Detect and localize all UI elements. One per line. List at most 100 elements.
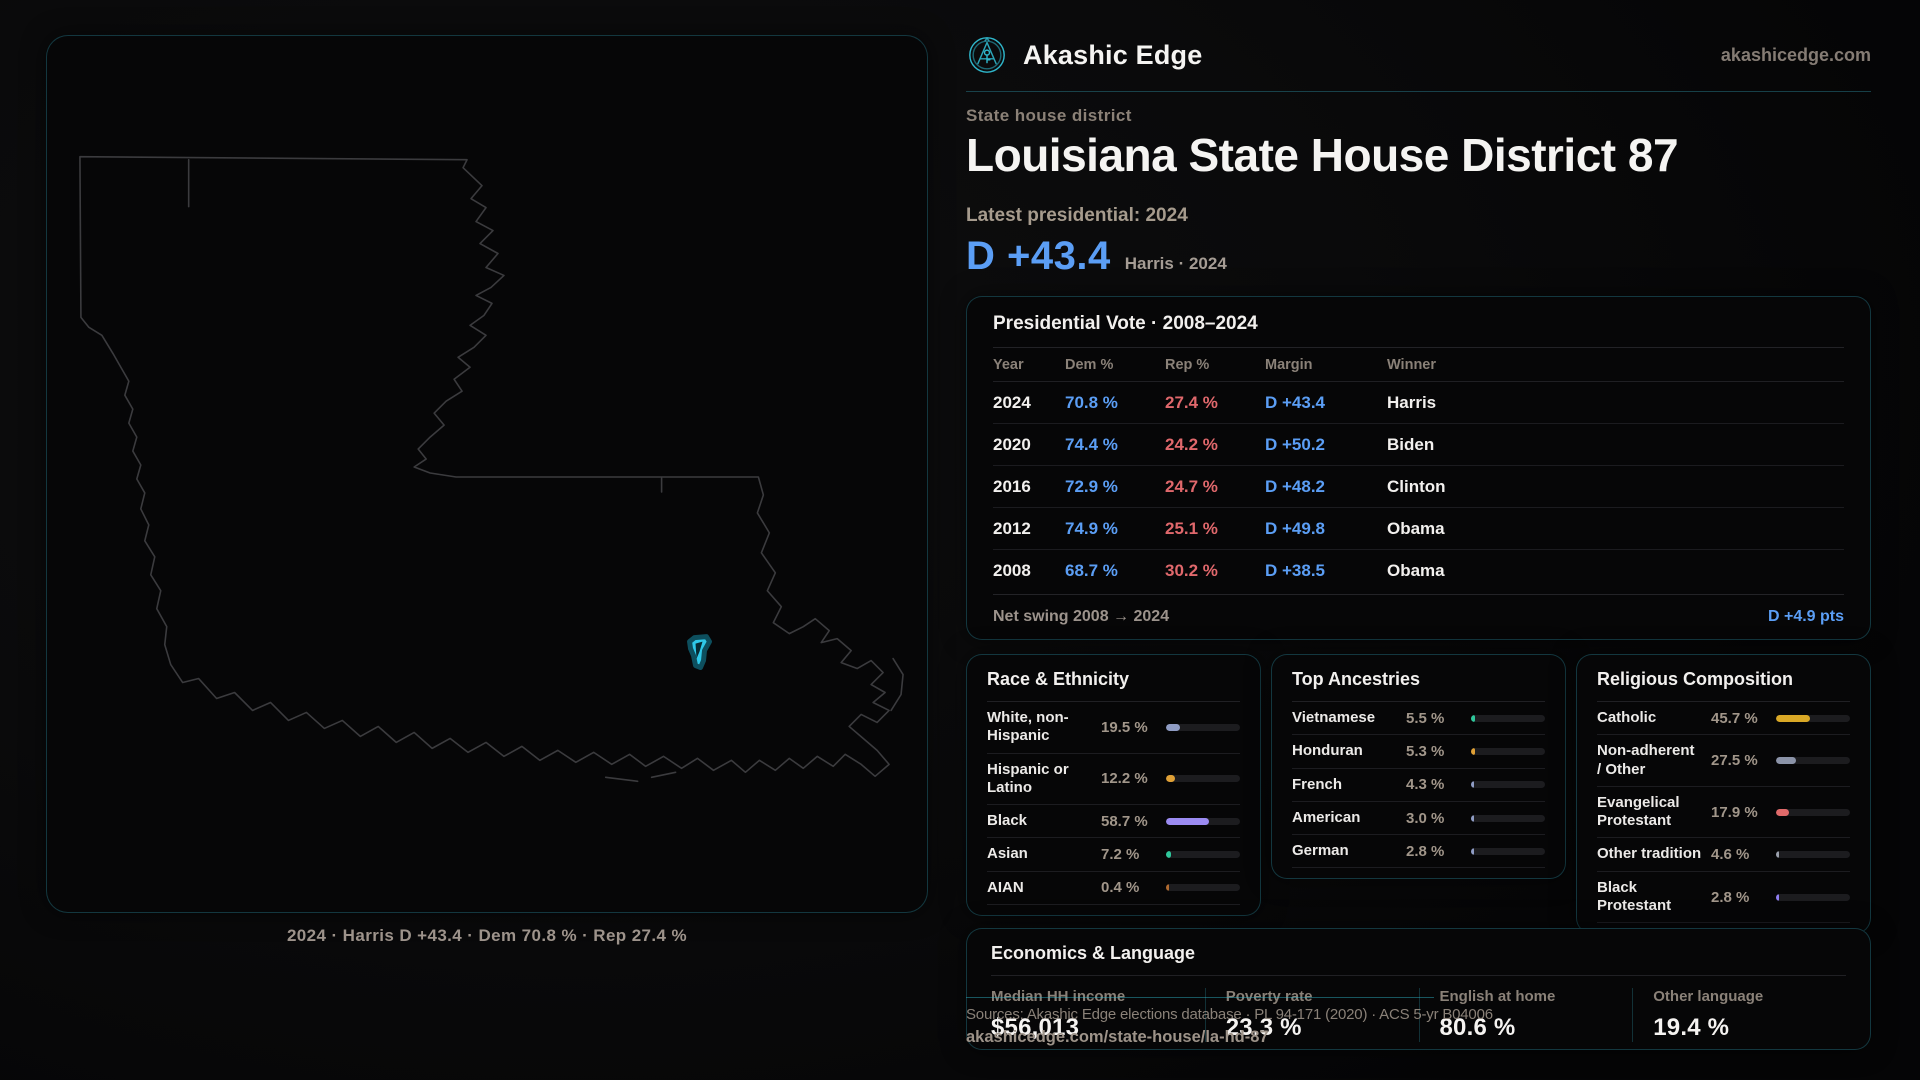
headline-margin: D +43.4 Harris · 2024 (966, 234, 1227, 279)
header-divider (966, 91, 1871, 92)
stat-bar (1166, 775, 1240, 783)
vote-rep-pct: 24.2 % (1165, 434, 1218, 454)
stat-bar (1776, 851, 1850, 859)
page-footer: Sources: Akashic Edge elections database… (966, 997, 1493, 1047)
col-margin: Margin (1265, 356, 1313, 373)
stat-row: Honduran 5.3 % (1292, 735, 1545, 769)
island-fragment (604, 771, 677, 783)
demographic-cards: Race & Ethnicity White, non-Hispanic 19.… (966, 654, 1871, 935)
stat-label: Black Protestant (1597, 878, 1672, 915)
econ-stat-value: $56,013 (991, 1014, 1080, 1041)
stat-row: AIAN 0.4 % (987, 872, 1240, 906)
stat-label: Vietnamese (1292, 709, 1376, 726)
stat-bar (1471, 814, 1545, 822)
vote-rep-pct: 27.4 % (1165, 392, 1218, 412)
permalink[interactable]: akashicedge.com/state-house/la-hd-87 (966, 1028, 1269, 1046)
econ-stat-label: Median HH income (991, 988, 1126, 1005)
vote-margin: D +50.2 (1265, 434, 1326, 454)
vote-margin: D +49.8 (1265, 518, 1326, 538)
stat-value: 12.2 % (1101, 770, 1148, 788)
stat-value: 45.7 % (1711, 709, 1758, 727)
vote-year: 2008 (993, 561, 1031, 580)
stat-value: 5.5 % (1406, 709, 1445, 727)
district-map-panel (46, 35, 928, 913)
economics-stats: Median HH income $56,013 Poverty rate 23… (991, 988, 1846, 1042)
econ-stat-value: 19.4 % (1653, 1014, 1730, 1041)
econ-stat-value: 23.3 % (1225, 1014, 1302, 1041)
vote-winner: Biden (1387, 434, 1435, 454)
stat-bar (1471, 714, 1545, 722)
brand-name: Akashic Edge (1023, 39, 1203, 70)
vote-table-header: Year Dem % Rep % Margin Winner (993, 348, 1844, 382)
econ-stat: Poverty rate 23.3 % (1204, 988, 1419, 1042)
vote-year: 2024 (993, 392, 1031, 412)
margin-caption: Harris · 2024 (1124, 254, 1227, 273)
presidential-vote-panel: Presidential Vote · 2008–2024 Year Dem %… (966, 296, 1871, 640)
stat-bar (1776, 714, 1850, 722)
vote-year: 2020 (993, 434, 1031, 454)
net-swing-label: Net swing 2008 → 2024 (993, 607, 1170, 625)
stat-bar (1776, 893, 1850, 901)
stat-value: 58.7 % (1101, 812, 1148, 830)
stat-value: 0.4 % (1101, 879, 1140, 897)
stat-value: 3.0 % (1406, 809, 1445, 827)
col-rep: Rep % (1165, 356, 1210, 373)
vote-year: 2016 (993, 476, 1031, 496)
econ-stat: Other language 19.4 % (1632, 988, 1846, 1042)
economics-panel: Economics & Language Median HH income $5… (966, 928, 1871, 1050)
stat-label: White, non-Hispanic (987, 709, 1069, 745)
stat-value: 27.5 % (1711, 752, 1758, 770)
economics-title: Economics & Language (991, 943, 1846, 976)
vote-table-row: 2016 72.9 % 24.7 % D +48.2 Clinton (993, 466, 1844, 508)
race-ethnicity-card: Race & Ethnicity White, non-Hispanic 19.… (966, 654, 1261, 917)
stat-value: 2.8 % (1711, 888, 1750, 906)
stat-row: French 4.3 % (1292, 769, 1545, 802)
detail-column: Akashic Edge akashicedge.com State house… (966, 0, 1871, 1080)
stat-row: Catholic 45.7 % (1597, 702, 1850, 736)
econ-stat-label: Other language (1653, 988, 1764, 1005)
chandeleur-islands (890, 657, 904, 712)
vote-dem-pct: 70.8 % (1065, 392, 1118, 412)
stat-value: 4.6 % (1711, 846, 1750, 864)
stat-label: Evangelical Protestant (1597, 793, 1680, 830)
vote-winner: Obama (1387, 561, 1445, 580)
econ-stat: Median HH income $56,013 (991, 988, 1205, 1042)
stat-label: Asian (987, 845, 1028, 863)
vote-margin: D +43.4 (1265, 392, 1326, 412)
vote-rep-pct: 25.1 % (1165, 518, 1218, 538)
stat-row: German 2.8 % (1292, 835, 1545, 869)
stat-row: Asian 7.2 % (987, 838, 1240, 872)
stat-label: American (1292, 808, 1361, 826)
vote-table-body: 2024 70.8 % 27.4 % D +43.4 Harris 2020 7… (993, 382, 1844, 592)
stat-bar (1471, 747, 1545, 755)
vote-margin: D +48.2 (1265, 476, 1326, 496)
stat-label: Hispanic or Latino (987, 760, 1069, 796)
sources-line: Sources: Akashic Edge elections database… (966, 1006, 1493, 1023)
stat-value: 19.5 % (1101, 718, 1148, 736)
page-title: Louisiana State House District 87 (966, 129, 1679, 181)
vote-dem-pct: 74.4 % (1065, 434, 1118, 454)
vote-winner: Clinton (1387, 476, 1446, 496)
site-domain-link[interactable]: akashicedge.com (1720, 44, 1871, 65)
district-kicker: State house district (966, 106, 1132, 125)
stat-row: Hispanic or Latino 12.2 % (987, 754, 1240, 806)
stat-row: White, non-Hispanic 19.5 % (987, 702, 1240, 754)
net-swing-value: D +4.9 pts (1767, 607, 1844, 625)
vote-winner: Harris (1387, 392, 1437, 412)
vote-table-row: 2024 70.8 % 27.4 % D +43.4 Harris (993, 382, 1844, 424)
stat-label: German (1292, 842, 1349, 860)
latest-presidential-label: Latest presidential: 2024 (966, 205, 1188, 226)
stat-value: 5.3 % (1406, 742, 1445, 760)
col-winner: Winner (1387, 356, 1437, 373)
vote-margin: D +38.5 (1265, 561, 1326, 580)
stat-value: 4.3 % (1406, 776, 1445, 794)
stat-value: 2.8 % (1406, 842, 1445, 860)
district-87-shape[interactable] (687, 634, 712, 671)
map-caption: 2024 · Harris D +43.4 · Dem 70.8 % · Rep… (286, 926, 688, 945)
vote-year: 2012 (993, 518, 1031, 538)
margin-value: D +43.4 (966, 234, 1111, 278)
stat-label: Catholic (1597, 709, 1657, 726)
religious-composition-card: Religious Composition Catholic 45.7 % No… (1576, 654, 1871, 935)
stat-row: Evangelical Protestant 17.9 % (1597, 787, 1850, 839)
stat-label: Honduran (1292, 742, 1363, 760)
